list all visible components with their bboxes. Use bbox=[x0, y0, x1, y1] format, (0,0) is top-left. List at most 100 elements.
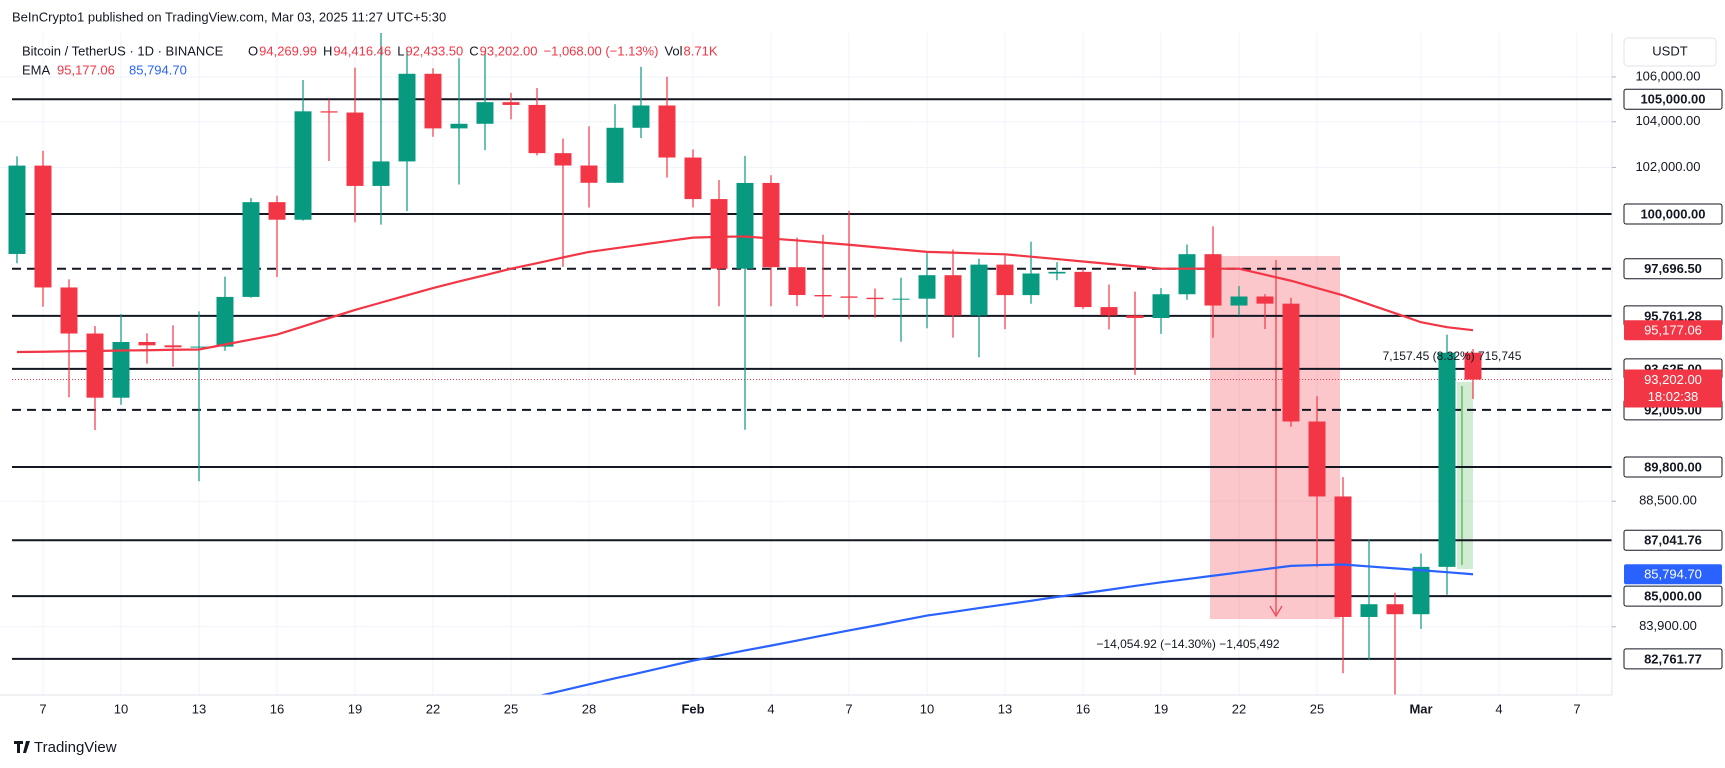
candle-body bbox=[8, 165, 26, 254]
candle-body bbox=[632, 105, 650, 128]
ema-value: 85,794.70 bbox=[129, 62, 187, 77]
ema-price-box bbox=[1624, 564, 1722, 585]
symbol-title: Bitcoin / TetherUS · 1D · BINANCE bbox=[22, 43, 224, 58]
level-label-box bbox=[1623, 88, 1723, 110]
candle-body bbox=[242, 202, 260, 297]
candle-body bbox=[112, 341, 130, 398]
currency[interactable]: USDT bbox=[1652, 43, 1687, 58]
x-tick-label: Feb bbox=[681, 701, 704, 716]
x-tick-label: 22 bbox=[426, 701, 440, 716]
candle-body bbox=[1230, 296, 1248, 306]
ema-price-label: 95,177.06 bbox=[1644, 323, 1702, 338]
candle-body bbox=[788, 267, 806, 296]
candle-body bbox=[164, 345, 182, 348]
current-price-label: 93,202.00 bbox=[1644, 372, 1702, 387]
candle-body bbox=[1334, 496, 1352, 617]
level-label: 97,696.50 bbox=[1644, 261, 1702, 276]
candle-body bbox=[606, 127, 624, 183]
measure-arrowhead bbox=[1269, 605, 1283, 618]
candle-body bbox=[1308, 421, 1326, 497]
candle-body bbox=[1022, 273, 1040, 296]
time-axis: 7 10 13 16 19 22 25 28 Feb 4 7 10 13 16 19 22 25 Mar 4 7 bbox=[39, 701, 1580, 716]
candle-body bbox=[320, 111, 338, 113]
ema-lines bbox=[16, 235, 1474, 695]
ema-price-label: 85,794.70 bbox=[1644, 567, 1702, 582]
x-tick-label: 7 bbox=[39, 701, 46, 716]
candle-body bbox=[34, 165, 52, 288]
legend-key: C bbox=[469, 43, 478, 58]
y-tick-label: 83,900.00 bbox=[1639, 618, 1697, 633]
candle-body bbox=[138, 341, 156, 346]
candle-body bbox=[1386, 604, 1404, 615]
candle-body bbox=[190, 346, 208, 348]
currency-button[interactable] bbox=[1623, 37, 1717, 67]
y-tick-label: 88,500.00 bbox=[1639, 493, 1697, 508]
legend: O 94,269.99 H 94,416.46 L 92,433.50 C 93,202.00… bbox=[248, 43, 718, 58]
level-label-box bbox=[1623, 456, 1723, 478]
candle-body bbox=[580, 165, 598, 183]
candle-body bbox=[424, 73, 442, 129]
x-tick-label: 22 bbox=[1232, 701, 1246, 716]
level-label-box bbox=[1623, 648, 1723, 670]
candles bbox=[8, 33, 1482, 695]
current-price-box bbox=[1624, 369, 1722, 408]
level-label: 89,800.00 bbox=[1644, 459, 1702, 474]
candle-body bbox=[970, 264, 988, 316]
candle-body bbox=[450, 123, 468, 129]
price-axis: 106,000.00 104,000.00 102,000.00 88,500.00 8… bbox=[1612, 68, 1723, 670]
countdown: 18:02:38 bbox=[1648, 389, 1699, 404]
candle-body bbox=[268, 202, 286, 220]
measure-label: 7,157.45 (8.32%) 715,745 bbox=[1383, 349, 1522, 363]
ema-label: EMA bbox=[22, 62, 51, 77]
candle-body bbox=[762, 182, 780, 268]
level-label-box bbox=[1623, 258, 1723, 280]
candle-body bbox=[866, 297, 884, 300]
candle-body bbox=[944, 275, 962, 316]
level-label-box bbox=[1623, 585, 1723, 607]
x-tick-label: Mar bbox=[1409, 701, 1432, 716]
candle-body bbox=[528, 104, 546, 154]
level-label: 85,000.00 bbox=[1644, 589, 1702, 604]
candle-body bbox=[1048, 271, 1066, 274]
legend-key: L bbox=[397, 43, 404, 58]
candle-body bbox=[1282, 303, 1300, 422]
candle-body bbox=[86, 333, 104, 398]
measure-box bbox=[1457, 382, 1473, 569]
candle-body bbox=[216, 296, 234, 347]
candle-body bbox=[736, 182, 754, 269]
x-tick-label: 13 bbox=[998, 701, 1012, 716]
candle-body bbox=[1256, 296, 1274, 304]
candle-body bbox=[398, 73, 416, 162]
grid bbox=[0, 33, 1612, 695]
x-tick-label: 19 bbox=[1154, 701, 1168, 716]
level-label: 105,000.00 bbox=[1640, 92, 1705, 107]
y-tick-label: 104,000.00 bbox=[1635, 113, 1700, 128]
legend-value: 93,202.00 bbox=[480, 43, 538, 58]
level-label: 82,761.77 bbox=[1644, 651, 1702, 666]
level-label: 87,041.76 bbox=[1644, 533, 1702, 548]
x-tick-label: 13 bbox=[192, 701, 206, 716]
x-tick-label: 7 bbox=[845, 701, 852, 716]
ema-value: 95,177.06 bbox=[57, 62, 115, 77]
level-label: 95,761.28 bbox=[1644, 308, 1702, 323]
candle-body bbox=[710, 199, 728, 269]
x-tick-label: 4 bbox=[767, 701, 774, 716]
levels bbox=[12, 98, 1612, 660]
candle-body bbox=[1438, 352, 1456, 567]
candle-body bbox=[502, 102, 520, 105]
candle-body bbox=[1074, 271, 1092, 308]
candle-body bbox=[346, 112, 364, 186]
x-tick-label: 16 bbox=[1076, 701, 1090, 716]
legend-value: −1,068.00 (−1.13%) bbox=[544, 43, 659, 58]
legend-value: 8.71K bbox=[684, 43, 718, 58]
candle-body bbox=[814, 295, 832, 297]
legend-key: O bbox=[248, 43, 258, 58]
ema-price-box bbox=[1624, 320, 1722, 341]
legend-key: Vol bbox=[664, 43, 682, 58]
candle-body bbox=[372, 161, 390, 186]
measure-label: −14,054.92 (−14.30%) −1,405,492 bbox=[1096, 637, 1279, 651]
candle-body bbox=[658, 105, 676, 158]
candle-body bbox=[840, 296, 858, 298]
